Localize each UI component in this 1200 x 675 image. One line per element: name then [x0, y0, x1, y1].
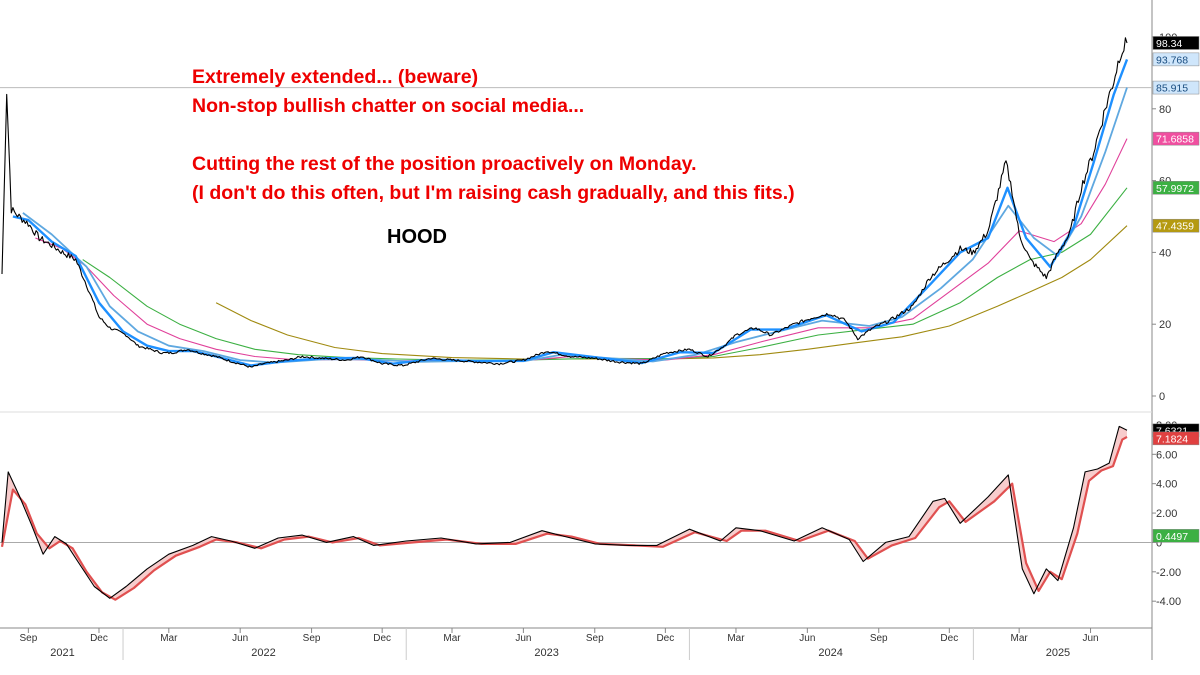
- price-y-tick-label: 0: [1159, 391, 1165, 403]
- value-badge-label: 47.4359: [1156, 221, 1194, 233]
- x-tick-label: Dec: [656, 633, 674, 644]
- x-tick-label: Sep: [586, 633, 604, 644]
- x-tick-label: Mar: [443, 633, 461, 644]
- value-badge: [1152, 181, 1200, 195]
- x-tick-label: Mar: [727, 633, 745, 644]
- value-badge-label: 7.1824: [1156, 433, 1188, 445]
- annotation-line-2: Non-stop bullish chatter on social media…: [192, 95, 585, 117]
- x-tick-label: Jun: [515, 633, 531, 644]
- x-tick-label: Sep: [870, 633, 888, 644]
- oscillator-y-tick-label: 0: [1156, 537, 1162, 549]
- oscillator-y-tick-label: 2.00: [1156, 508, 1177, 520]
- value-badge: [1152, 431, 1200, 446]
- oscillator-signal-line: [0, 435, 1128, 601]
- year-label: 2025: [1046, 647, 1070, 659]
- x-tick-label: Jun: [1082, 633, 1098, 644]
- moving-average-line-5: [215, 225, 1128, 360]
- annotation-spacer: [192, 121, 795, 150]
- value-badge-label: 71.6858: [1156, 134, 1194, 146]
- price-y-tick-label: 20: [1159, 319, 1171, 331]
- value-badge-label: 85.915: [1156, 83, 1188, 95]
- moving-average-line-1: [12, 58, 1129, 367]
- value-badge: [1152, 36, 1200, 50]
- value-badge: [1152, 52, 1200, 67]
- year-label: 2021: [50, 647, 74, 659]
- moving-average-line-4: [82, 187, 1128, 361]
- x-tick-label: Dec: [373, 633, 391, 644]
- chart-annotation: Extremely extended... (beware) Non-stop …: [192, 63, 795, 208]
- annotation-line-4: (I don't do this often, but I'm raising …: [192, 182, 795, 204]
- oscillator-y-tick-label: 4.00: [1156, 479, 1177, 491]
- year-label: 2023: [534, 647, 558, 659]
- ticker-label: HOOD: [387, 226, 447, 248]
- x-tick-label: Sep: [19, 633, 37, 644]
- value-badge: [1152, 529, 1200, 543]
- value-badge: [1152, 218, 1200, 233]
- x-tick-label: Dec: [90, 633, 108, 644]
- x-tick-label: Mar: [1011, 633, 1029, 644]
- oscillator-y-tick-label: 6.00: [1156, 449, 1177, 461]
- year-label: 2022: [251, 647, 275, 659]
- value-badge: [1152, 80, 1200, 95]
- oscillator-line: [1, 425, 1128, 599]
- x-tick-label: Jun: [232, 633, 248, 644]
- price-y-tick-label: 80: [1159, 104, 1171, 116]
- value-badge: [1152, 131, 1200, 146]
- grid-layer: [0, 0, 1153, 660]
- price-line: [1, 37, 1128, 368]
- value-badge-label: 0.4497: [1156, 531, 1188, 543]
- price-panel: [1, 37, 1129, 368]
- oscillator-y-tick-label: -2.00: [1156, 567, 1181, 579]
- x-tick-label: Mar: [160, 633, 178, 644]
- value-badge-label: 93.768: [1156, 54, 1188, 66]
- x-tick-label: Jun: [799, 633, 815, 644]
- value-badge-label: 98.34: [1156, 38, 1182, 50]
- price-y-tick-label: 40: [1159, 247, 1171, 259]
- oscillator-y-tick-label: -4.00: [1156, 596, 1181, 608]
- oscillator-panel: [0, 425, 1128, 601]
- year-label: 2024: [818, 647, 842, 659]
- value-badge-label: 57.9972: [1156, 183, 1194, 195]
- x-axis: Sep Dec Mar Jun Sep Dec Mar Jun Sep Dec Mar Jun Sep D…: [19, 628, 1099, 660]
- annotation-line-3: Cutting the rest of the position proacti…: [192, 153, 697, 175]
- x-tick-label: Dec: [940, 633, 958, 644]
- annotation-line-1: Extremely extended... (beware): [192, 66, 479, 88]
- x-tick-label: Sep: [303, 633, 321, 644]
- value-labels: 98.34 93.768 85.915 71.6858 57.9972 47.4359 7.…: [1152, 36, 1200, 543]
